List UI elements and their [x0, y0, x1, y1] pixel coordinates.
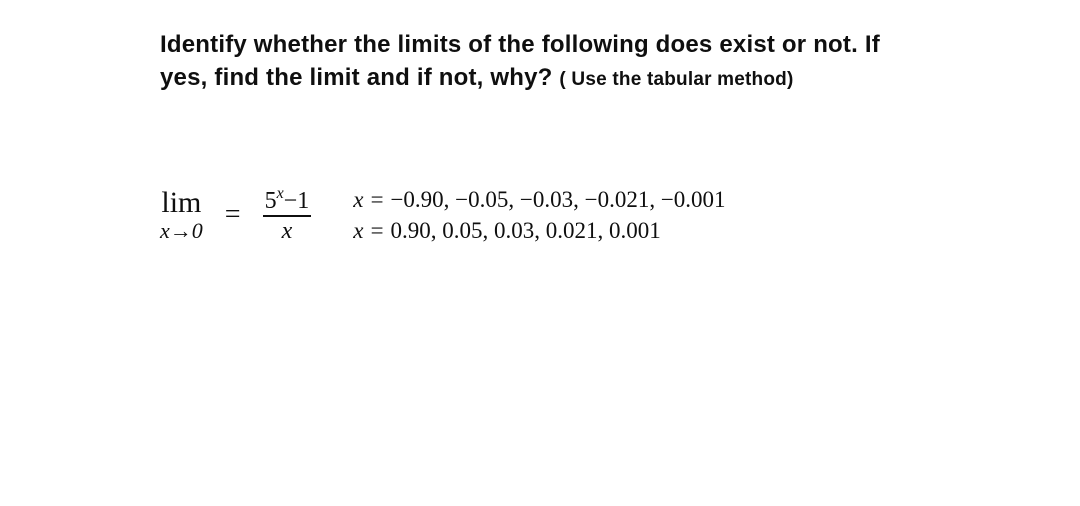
numerator-exponent: x — [277, 185, 284, 202]
x-neg-prefix: x = — [353, 187, 390, 212]
fraction: 5x−1 x — [263, 187, 312, 243]
limit-operator: lim x→0 — [160, 188, 203, 242]
x-values-positive: x = 0.90, 0.05, 0.03, 0.021, 0.001 — [353, 215, 725, 246]
prompt-line-2b: ( Use the tabular method) — [559, 69, 793, 90]
fraction-denominator: x — [282, 217, 293, 243]
question-prompt: Identify whether the limits of the follo… — [160, 28, 1010, 94]
x-pos-prefix: x = — [353, 218, 390, 243]
numerator-rest: −1 — [284, 188, 310, 214]
math-expression-row: lim x→0 = 5x−1 x x = −0.90, −0.05, −0.03… — [160, 184, 1010, 246]
x-pos-values: 0.90, 0.05, 0.03, 0.021, 0.001 — [390, 218, 660, 243]
page: Identify whether the limits of the follo… — [0, 0, 1080, 506]
numerator-base: 5 — [265, 188, 277, 214]
x-values-block: x = −0.90, −0.05, −0.03, −0.021, −0.001 … — [353, 184, 725, 246]
x-neg-values: −0.90, −0.05, −0.03, −0.021, −0.001 — [390, 187, 725, 212]
limit-approach: x→0 — [160, 220, 203, 242]
equals-sign: = — [225, 199, 241, 231]
x-values-negative: x = −0.90, −0.05, −0.03, −0.021, −0.001 — [353, 184, 725, 215]
fraction-numerator: 5x−1 — [263, 187, 312, 215]
prompt-line-1: Identify whether the limits of the follo… — [160, 31, 880, 58]
limit-symbol: lim — [161, 188, 201, 218]
prompt-line-2a: yes, find the limit and if not, why? — [160, 64, 559, 91]
